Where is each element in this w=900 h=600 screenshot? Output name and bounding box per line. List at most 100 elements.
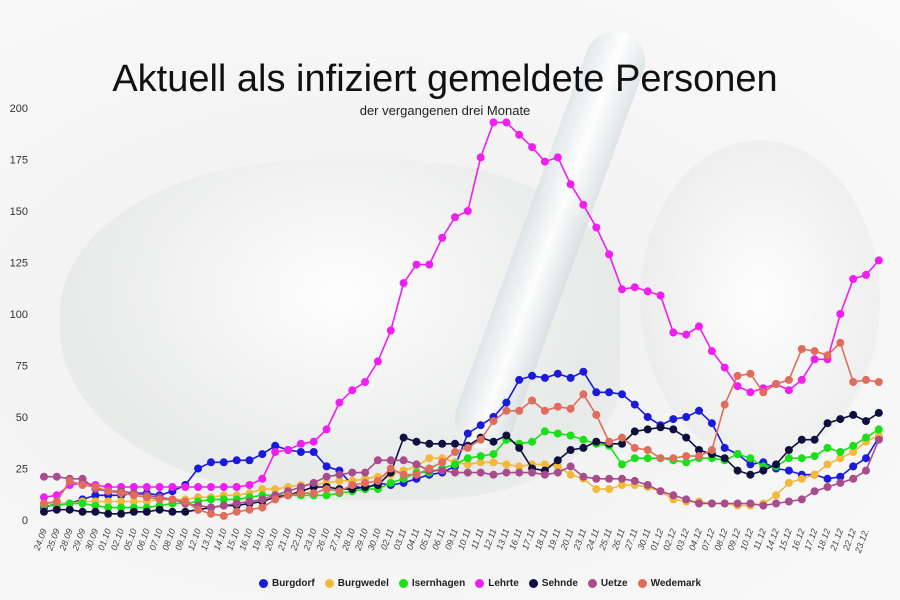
data-point[interactable] xyxy=(849,462,858,471)
data-point[interactable] xyxy=(836,472,845,481)
data-point[interactable] xyxy=(797,345,806,353)
data-point[interactable] xyxy=(245,505,254,514)
data-point[interactable] xyxy=(168,495,177,504)
data-point[interactable] xyxy=(129,507,138,516)
data-point[interactable] xyxy=(784,386,793,395)
data-point[interactable] xyxy=(91,501,100,510)
data-point[interactable] xyxy=(438,466,447,475)
data-point[interactable] xyxy=(296,489,305,498)
data-point[interactable] xyxy=(412,437,421,446)
data-point[interactable] xyxy=(438,439,447,448)
data-point[interactable] xyxy=(463,460,472,469)
data-point[interactable] xyxy=(733,450,742,459)
data-point[interactable] xyxy=(836,310,845,318)
data-point[interactable] xyxy=(502,118,511,127)
data-point[interactable] xyxy=(592,410,601,419)
data-point[interactable] xyxy=(322,462,331,471)
data-point[interactable] xyxy=(78,499,87,508)
data-point[interactable] xyxy=(720,499,729,508)
data-point[interactable] xyxy=(335,470,344,479)
data-point[interactable] xyxy=(759,501,768,510)
data-point[interactable] xyxy=(669,328,678,337)
data-point[interactable] xyxy=(515,462,524,471)
data-point[interactable] xyxy=(335,487,344,496)
data-point[interactable] xyxy=(695,499,703,508)
data-point[interactable] xyxy=(656,291,665,300)
data-point[interactable] xyxy=(502,460,511,469)
data-point[interactable] xyxy=(104,503,113,512)
data-point[interactable] xyxy=(784,466,793,475)
data-point[interactable] xyxy=(707,347,716,356)
data-point[interactable] xyxy=(618,439,626,448)
data-point[interactable] xyxy=(618,481,626,489)
data-point[interactable] xyxy=(168,483,177,491)
data-point[interactable] xyxy=(309,478,318,487)
data-point[interactable] xyxy=(207,458,215,467)
data-point[interactable] xyxy=(438,233,447,242)
data-point[interactable] xyxy=(142,493,151,502)
data-point[interactable] xyxy=(219,495,228,504)
data-point[interactable] xyxy=(502,406,511,415)
data-point[interactable] xyxy=(386,326,395,335)
data-point[interactable] xyxy=(181,507,190,516)
data-point[interactable] xyxy=(65,499,74,508)
data-point[interactable] xyxy=(335,398,344,407)
data-point[interactable] xyxy=(528,371,537,380)
data-point[interactable] xyxy=(296,483,305,491)
data-point[interactable] xyxy=(810,435,819,444)
data-point[interactable] xyxy=(181,483,190,491)
data-point[interactable] xyxy=(528,468,537,477)
legend-item-uetze[interactable]: Uetze xyxy=(587,578,628,589)
legend-item-burgwedel[interactable]: Burgwedel xyxy=(324,578,389,589)
data-point[interactable] xyxy=(361,478,370,487)
data-point[interactable] xyxy=(874,378,883,386)
data-point[interactable] xyxy=(643,446,652,454)
data-point[interactable] xyxy=(463,454,472,463)
data-point[interactable] xyxy=(682,495,691,504)
data-point[interactable] xyxy=(797,474,806,483)
data-point[interactable] xyxy=(695,322,703,331)
data-point[interactable] xyxy=(52,497,61,506)
data-point[interactable] xyxy=(720,400,729,409)
data-point[interactable] xyxy=(219,511,228,520)
data-point[interactable] xyxy=(579,367,588,376)
data-point[interactable] xyxy=(271,448,280,456)
data-point[interactable] xyxy=(258,474,267,483)
data-point[interactable] xyxy=(309,489,318,498)
data-point[interactable] xyxy=(258,450,267,459)
data-point[interactable] xyxy=(695,406,703,415)
data-point[interactable] xyxy=(566,462,575,471)
data-point[interactable] xyxy=(451,213,459,222)
data-point[interactable] xyxy=(322,425,331,434)
data-point[interactable] xyxy=(181,497,190,506)
data-point[interactable] xyxy=(309,448,318,456)
data-point[interactable] xyxy=(129,483,138,491)
data-point[interactable] xyxy=(168,507,177,516)
data-point[interactable] xyxy=(515,375,524,384)
data-point[interactable] xyxy=(104,509,113,518)
data-point[interactable] xyxy=(605,250,614,259)
data-point[interactable] xyxy=(772,380,781,388)
data-point[interactable] xyxy=(476,435,485,444)
data-point[interactable] xyxy=(373,357,382,366)
data-point[interactable] xyxy=(502,431,511,440)
data-point[interactable] xyxy=(296,439,305,448)
data-point[interactable] xyxy=(618,474,626,483)
data-point[interactable] xyxy=(155,495,164,504)
data-point[interactable] xyxy=(373,456,382,465)
data-point[interactable] xyxy=(207,503,215,512)
data-point[interactable] xyxy=(579,472,588,481)
data-point[interactable] xyxy=(772,499,781,508)
data-point[interactable] xyxy=(836,415,845,424)
data-point[interactable] xyxy=(566,373,575,382)
data-point[interactable] xyxy=(91,491,100,500)
data-point[interactable] xyxy=(784,497,793,506)
data-point[interactable] xyxy=(566,404,575,413)
data-point[interactable] xyxy=(399,279,408,288)
data-point[interactable] xyxy=(451,468,459,477)
data-point[interactable] xyxy=(810,452,819,461)
data-point[interactable] xyxy=(579,435,588,444)
data-point[interactable] xyxy=(797,435,806,444)
data-point[interactable] xyxy=(592,388,601,397)
data-point[interactable] xyxy=(386,464,395,473)
